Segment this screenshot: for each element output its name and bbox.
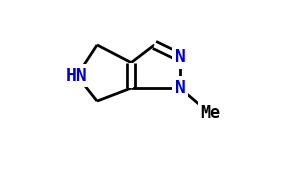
Text: N: N [175, 48, 185, 66]
Text: Me: Me [200, 104, 220, 122]
Text: HN: HN [66, 67, 88, 85]
Text: N: N [175, 79, 185, 97]
